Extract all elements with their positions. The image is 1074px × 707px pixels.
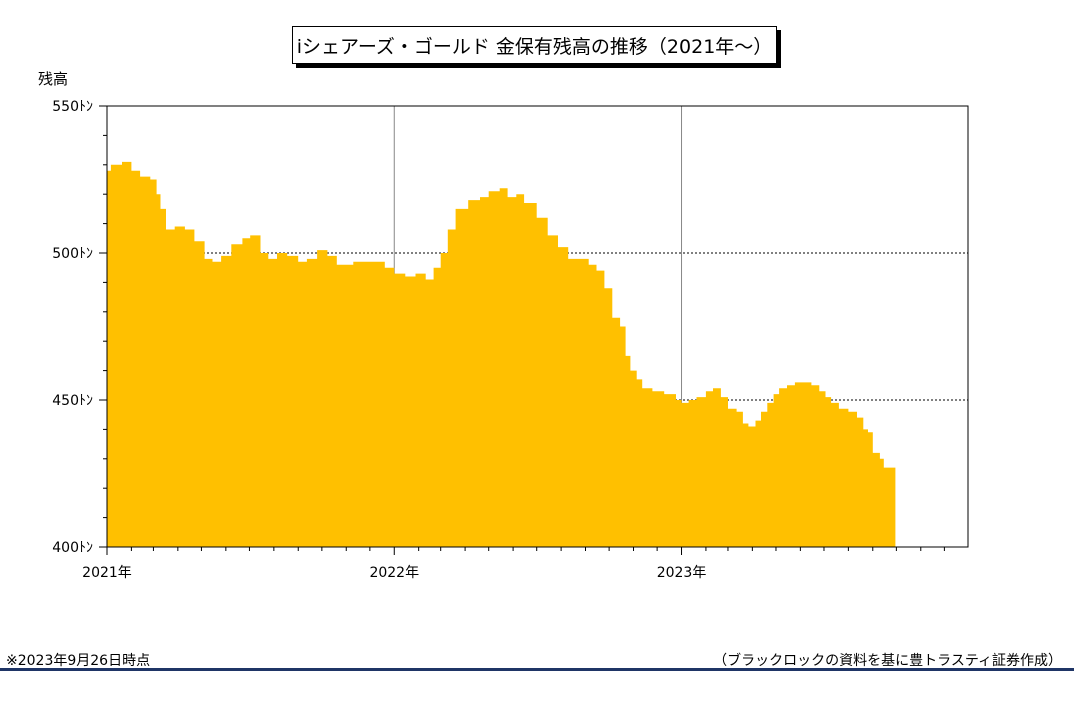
y-axis-label: 残高 [38,70,68,88]
holdings-area [107,161,896,547]
y-tick-label-550: 550ﾄﾝ [52,99,93,115]
source-note: （ブラックロックの資料を基に豊トラスティ証券作成） [713,653,1062,669]
y-tick-label-450: 450ﾄﾝ [52,393,93,409]
date-footnote: ※2023年9月26日時点 [6,653,151,669]
x-tick-label-2022: 2022年 [369,565,419,581]
chart-title: iシェアーズ・ゴールド 金保有残高の推移（2021年～） [292,26,777,64]
bottom-rule [0,668,1074,671]
x-tick-label-2023: 2023年 [657,565,707,581]
plot-frame [106,105,969,548]
y-tick-label-500: 500ﾄﾝ [52,246,93,262]
axes: 550ﾄﾝ 500ﾄﾝ 450ﾄﾝ 400ﾄﾝ 2021年 2022年 2023年 [52,99,945,581]
y-tick-label-400: 400ﾄﾝ [52,540,93,556]
x-tick-label-2021: 2021年 [82,565,132,581]
